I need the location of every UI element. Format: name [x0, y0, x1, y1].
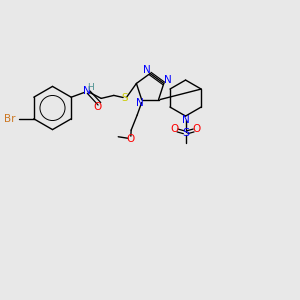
Text: O: O: [192, 124, 200, 134]
Text: O: O: [126, 134, 134, 144]
Text: O: O: [171, 124, 179, 134]
Text: H: H: [87, 83, 94, 92]
Text: N: N: [143, 65, 151, 75]
Text: N: N: [182, 115, 189, 124]
Text: S: S: [121, 93, 128, 103]
Text: S: S: [182, 128, 189, 138]
Text: N: N: [83, 85, 91, 96]
Text: N: N: [164, 76, 171, 85]
Text: O: O: [94, 102, 102, 112]
Text: Br: Br: [4, 114, 16, 124]
Text: N: N: [136, 98, 144, 108]
